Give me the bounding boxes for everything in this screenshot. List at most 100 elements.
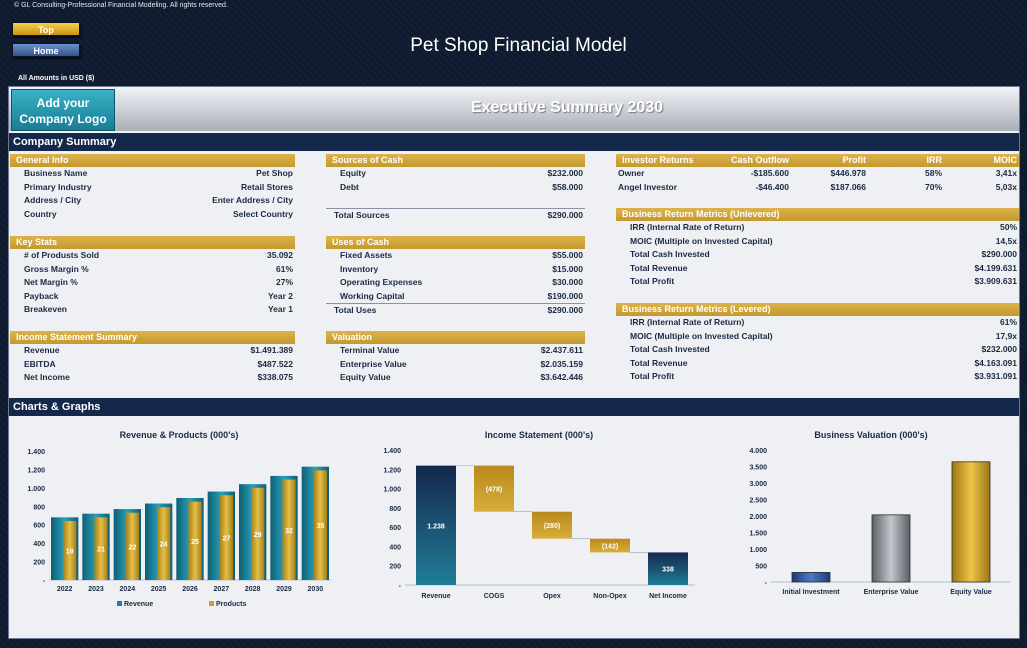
unlevered-metric-label: Total Cash Invested (630, 249, 710, 260)
valuation-row: Enterprise Value $2.035.159 (326, 358, 585, 372)
revenue-chart-y-tick: 1.200 (27, 467, 45, 474)
products-data-label: 27 (222, 536, 230, 543)
uses-row: Operating Expenses $30.000 (326, 276, 585, 290)
investor-row: Owner -$185.600 $446.978 58% 3,41x (616, 167, 1019, 181)
general-info-row: Primary Industry Retail Stores (10, 181, 295, 195)
waterfall-data-label: (142) (602, 544, 618, 551)
income-x-tick: Non-Opex (593, 593, 627, 600)
income-x-tick: Net Income (649, 593, 687, 600)
waterfall-bar (416, 465, 456, 585)
revenue-x-tick: 2025 (151, 586, 167, 593)
investor-name: Owner (618, 168, 645, 178)
income-chart-y-tick: 600 (389, 525, 401, 532)
investor-moic: 3,41x (995, 168, 1017, 178)
investor-col-header: Cash Outflow (731, 155, 789, 165)
model-title: Pet Shop Financial Model (410, 35, 627, 56)
uses-header: Uses of Cash (326, 236, 585, 249)
uses-total-value: $290.000 (547, 305, 583, 316)
key-stats-value: 27% (275, 277, 293, 288)
income-x-tick: COGS (484, 593, 505, 600)
income-summary-value: $487.522 (257, 358, 293, 369)
income-chart-y-tick: - (399, 583, 402, 590)
key-stats-label: Net Margin % (24, 277, 78, 288)
investor-col-header: IRR (926, 155, 943, 165)
general-info-table: General Info Business Name Pet Shop Primary… (10, 154, 295, 221)
investor-profit: $187.066 (830, 181, 866, 192)
uses-row: Fixed Assets $55.000 (326, 249, 585, 263)
revenue-chart-y-tick: 800 (33, 504, 45, 511)
valuation-chart-y-tick: 3.500 (749, 465, 767, 472)
sources-label: Equity (340, 168, 366, 178)
summary-title: Executive Summary 2030 (470, 99, 664, 116)
valuation-bar (951, 461, 991, 583)
levered-metric-label: MOIC (Multiple on Invested Capital) (630, 330, 773, 341)
general-info-label: Country (24, 208, 57, 219)
waterfall-data-label: (280) (544, 523, 560, 530)
levered-metric-row: Total Revenue $4.163.091 (616, 357, 1019, 371)
income-chart-y-tick: 800 (389, 506, 401, 513)
valuation-chart-y-tick: 4.000 (749, 448, 767, 455)
waterfall-data-label: 338 (662, 567, 674, 574)
general-info-value: Enter Address / City (212, 195, 293, 206)
products-data-label: 22 (128, 544, 136, 551)
key-stats-row: Payback Year 2 (10, 290, 295, 304)
key-stats-table: Key Stats # of Produsts Sold 35.092 Gross M… (10, 236, 295, 317)
revenue-chart-y-tick: 1.400 (27, 449, 45, 456)
summary-banner: Add your Company Logo Executive Summary … (9, 87, 1019, 131)
uses-total-row: Total Uses $290.000 (326, 303, 585, 317)
revenue-x-tick: 2027 (214, 586, 230, 593)
sources-total-row: Total Sources $290.000 (326, 207, 585, 222)
sources-header: Sources of Cash (326, 154, 585, 167)
waterfall-bar (648, 552, 688, 585)
general-info-header: General Info (10, 154, 295, 167)
products-bar (219, 495, 233, 580)
products-data-label: 32 (285, 528, 293, 535)
income-chart-y-tick: 1.200 (383, 467, 401, 474)
products-bar (125, 512, 139, 580)
key-stats-row: Breakeven Year 1 (10, 303, 295, 317)
summary-frame: Add your Company Logo Executive Summary … (8, 86, 1020, 639)
levered-metric-header: Business Return Metrics (Levered) (616, 303, 1019, 316)
legend-revenue-swatch (117, 601, 122, 606)
company-logo-placeholder[interactable]: Add your Company Logo (11, 89, 115, 131)
investor-irr: 70% (924, 181, 942, 192)
investor-name: Angel Investor (618, 181, 678, 192)
home-button[interactable]: Home (12, 43, 80, 57)
key-stats-value: Year 1 (267, 304, 293, 315)
unlevered-metric-value: 14,5x (995, 235, 1017, 246)
unlevered-metric-label: Total Profit (630, 276, 675, 287)
revenue-chart-y-tick: 600 (33, 523, 45, 530)
revenue-chart-title: Revenue & Products (000's) (119, 430, 239, 440)
investor-col-header: Profit (842, 155, 867, 165)
general-info-label: Address / City (24, 195, 82, 206)
valuation-bar (871, 514, 911, 583)
income-summary-value: $338.075 (257, 372, 293, 383)
valuation-chart-title: Business Valuation (000's) (814, 430, 928, 440)
levered-metric-label: Total Revenue (630, 357, 688, 368)
key-stats-row: # of Produsts Sold 35.092 (10, 249, 295, 263)
levered-metrics-table: Business Return Metrics (Levered) IRR (In… (616, 303, 1019, 384)
sources-total-label: Total Sources (334, 209, 390, 220)
investor-col-header: MOIC (993, 155, 1018, 165)
unlevered-metrics-table: Business Return Metrics (Unlevered) IRR (… (616, 208, 1019, 289)
investor-irr: 58% (924, 168, 942, 178)
investor-profit: $446.978 (830, 168, 866, 178)
revenue-chart-y-tick: 200 (33, 560, 45, 567)
waterfall-bar (532, 511, 572, 539)
products-bar (157, 507, 171, 580)
revenue-x-tick: 2030 (308, 586, 324, 593)
unlevered-metric-label: MOIC (Multiple on Invested Capital) (630, 235, 773, 246)
income-chart-title: Income Statement (000's) (484, 430, 594, 440)
waterfall-data-label: 1.238 (427, 523, 445, 530)
legend-revenue-label: Revenue (124, 601, 153, 608)
products-data-label: 25 (191, 539, 199, 546)
unlevered-metric-label: Total Revenue (630, 262, 688, 273)
unlevered-metric-value: 50% (999, 222, 1017, 232)
levered-metric-row: MOIC (Multiple on Invested Capital) 17,9x (616, 330, 1019, 344)
top-button[interactable]: Top (12, 22, 80, 36)
valuation-chart-y-tick: 2.500 (749, 498, 767, 505)
revenue-x-tick: 2024 (120, 586, 136, 593)
unlevered-metric-label: IRR (Internal Rate of Return) (630, 222, 745, 232)
products-bar (251, 487, 265, 580)
valuation-label: Enterprise Value (340, 358, 407, 369)
